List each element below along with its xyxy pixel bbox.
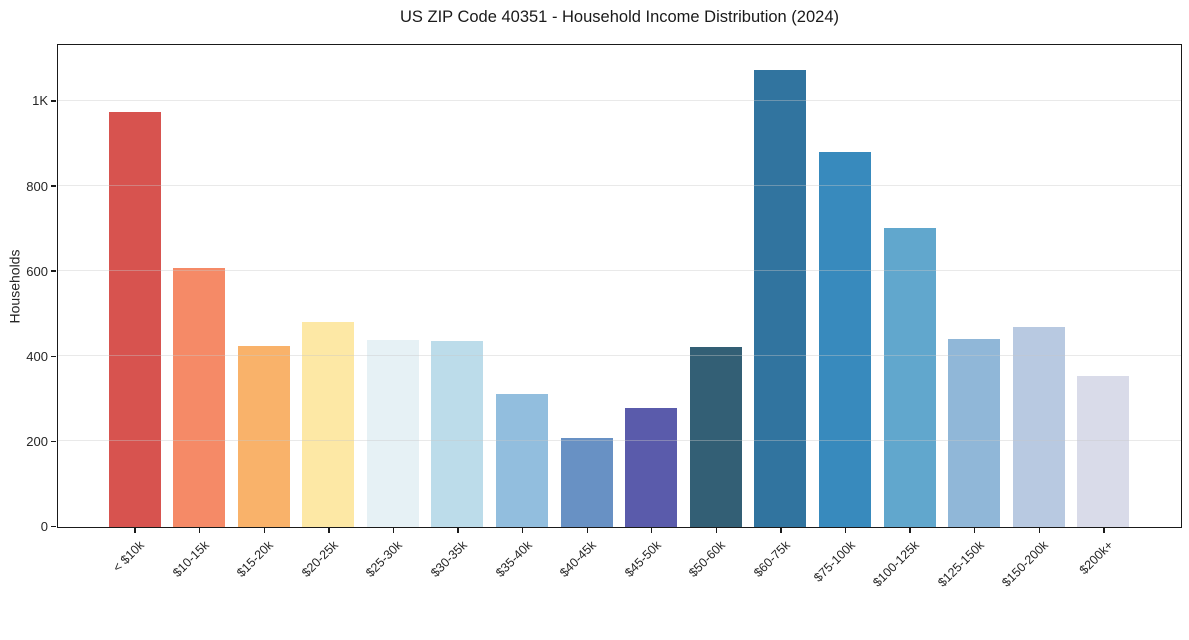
y-tick-label: 0 xyxy=(40,518,48,534)
bar-10k xyxy=(108,112,161,527)
y-tick-mark xyxy=(51,185,56,187)
y-tick-mark xyxy=(51,525,56,528)
gridline xyxy=(58,440,1181,442)
bar-125-150k xyxy=(948,338,1001,527)
x-tick-mark xyxy=(651,528,653,533)
figure: US ZIP Code 40351 - Household Income Dis… xyxy=(7,8,1182,590)
plot-area xyxy=(57,44,1182,528)
gridline xyxy=(58,355,1181,357)
x-tick-mark xyxy=(521,528,524,533)
bar-100-125k xyxy=(883,228,936,527)
gridline xyxy=(58,269,1181,272)
bar-15-20k xyxy=(237,346,290,527)
x-tick-mark xyxy=(844,528,847,533)
x-tick-mark xyxy=(909,528,911,533)
y-tick-label: 600 xyxy=(26,263,48,279)
x-tick-mark xyxy=(715,528,718,533)
y-tick-mark xyxy=(51,100,56,102)
bar-150-200k xyxy=(1012,327,1065,527)
y-tick-label: 200 xyxy=(26,433,48,449)
y-tick-mark xyxy=(51,270,56,272)
x-tick-mark xyxy=(586,528,588,533)
x-tick-mark xyxy=(1103,528,1105,533)
bar-25-30k xyxy=(366,339,419,527)
y-tick-mark xyxy=(51,355,56,357)
x-tick-mark xyxy=(198,528,201,533)
x-tick-mark xyxy=(974,528,976,533)
bar-45-50k xyxy=(625,407,678,527)
bar-50-60k xyxy=(689,347,742,527)
chart-title: US ZIP Code 40351 - Household Income Dis… xyxy=(399,8,839,26)
bar-10-15k xyxy=(173,268,226,527)
x-tick-mark xyxy=(392,528,395,533)
bar-200k xyxy=(1077,375,1130,527)
y-tick-label: 1K xyxy=(32,93,48,109)
x-tick-mark xyxy=(328,528,330,533)
gridline xyxy=(58,99,1181,101)
bar-60-75k xyxy=(754,69,807,527)
bar-30-35k xyxy=(431,341,484,527)
gridline xyxy=(58,184,1181,186)
x-tick-mark xyxy=(134,528,136,533)
bar-40-45k xyxy=(560,437,613,527)
y-tick-label: 800 xyxy=(26,178,48,194)
bar-75-100k xyxy=(818,151,871,527)
x-tick-mark xyxy=(263,528,265,533)
x-tick-mark xyxy=(780,528,782,533)
y-tick-mark xyxy=(51,440,56,442)
x-tick-mark xyxy=(1038,528,1040,533)
y-tick-label: 400 xyxy=(26,348,48,364)
bar-20-25k xyxy=(302,322,355,527)
bar-35-40k xyxy=(496,393,549,527)
x-tick-mark xyxy=(457,528,459,533)
